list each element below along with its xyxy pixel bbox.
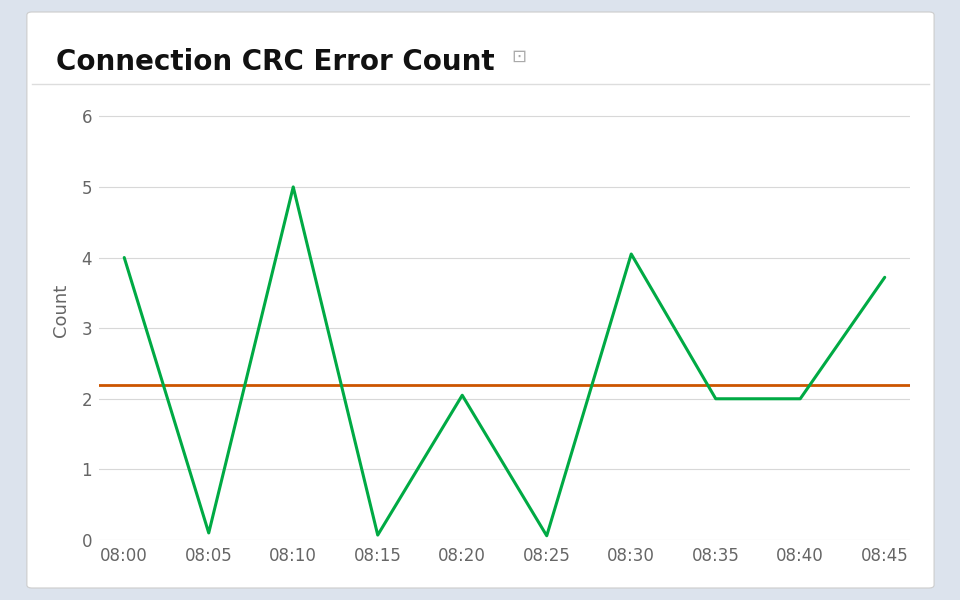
Y-axis label: Count: Count: [52, 284, 70, 337]
Text: ⊡: ⊡: [512, 48, 527, 66]
Text: Connection CRC Error Count: Connection CRC Error Count: [56, 48, 494, 76]
